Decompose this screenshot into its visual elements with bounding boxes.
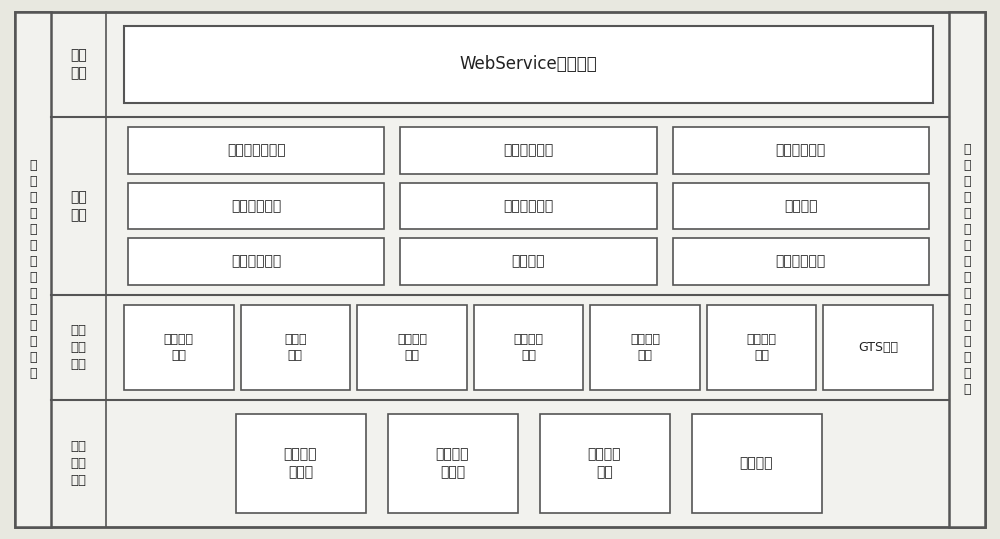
Text: 异常情况报警: 异常情况报警 xyxy=(231,199,281,213)
Text: 光
交
箱
哑
资
源
管
理
平
台
标
准
规
范
体
系: 光 交 箱 哑 资 源 管 理 平 台 标 准 规 范 体 系 xyxy=(963,143,971,396)
Text: 安全认证
服务: 安全认证 服务 xyxy=(397,333,427,362)
Text: 统一日志
服务: 统一日志 服务 xyxy=(514,333,544,362)
Text: 工作流
服务: 工作流 服务 xyxy=(284,333,307,362)
Text: 光
交
箱
哑
资
源
管
理
平
台
安
全
体
系: 光 交 箱 哑 资 源 管 理 平 台 安 全 体 系 xyxy=(29,159,37,380)
Text: 基础
服务
平台: 基础 服务 平台 xyxy=(70,324,87,371)
Text: 系统负载
均衡: 系统负载 均衡 xyxy=(588,447,621,479)
Text: 纤芯资源操作: 纤芯资源操作 xyxy=(231,254,281,268)
Bar xyxy=(400,238,657,285)
Text: 接入
设备: 接入 设备 xyxy=(70,49,87,80)
Bar xyxy=(400,127,657,174)
Bar xyxy=(241,305,350,390)
Bar xyxy=(692,414,822,513)
Bar xyxy=(124,26,933,103)
Bar xyxy=(540,414,670,513)
Bar xyxy=(357,305,467,390)
Text: GTS服务: GTS服务 xyxy=(858,341,898,354)
Text: 数据存储
和访问: 数据存储 和访问 xyxy=(284,447,317,479)
Text: 异常处理
服务: 异常处理 服务 xyxy=(747,333,777,362)
Text: 基础
管理
平台: 基础 管理 平台 xyxy=(70,440,87,487)
Text: 系统管理: 系统管理 xyxy=(512,254,545,268)
Bar xyxy=(388,414,518,513)
Bar xyxy=(823,305,933,390)
Bar xyxy=(400,183,657,229)
Bar xyxy=(128,238,384,285)
Text: 检修施工记录: 检修施工记录 xyxy=(503,199,554,213)
Bar xyxy=(673,238,929,285)
Bar xyxy=(128,127,384,174)
Text: 工单管理: 工单管理 xyxy=(784,199,818,213)
Bar xyxy=(590,305,700,390)
Text: 状态实时监控: 状态实时监控 xyxy=(776,143,826,157)
Text: 光交箱基本信息: 光交箱基本信息 xyxy=(227,143,285,157)
Text: 业务
模块: 业务 模块 xyxy=(70,190,87,222)
Bar xyxy=(236,414,366,513)
Text: WebService数据接口: WebService数据接口 xyxy=(460,56,597,73)
Bar xyxy=(474,305,583,390)
Bar xyxy=(128,183,384,229)
Text: 网络管理: 网络管理 xyxy=(740,457,773,471)
Bar xyxy=(124,305,234,390)
Text: 统一权限
服务: 统一权限 服务 xyxy=(164,333,194,362)
Text: 查询统计打印: 查询统计打印 xyxy=(776,254,826,268)
Text: 数据交换
服务: 数据交换 服务 xyxy=(630,333,660,362)
Bar xyxy=(15,12,51,527)
Bar xyxy=(673,127,929,174)
Text: 数据备份
和恢复: 数据备份 和恢复 xyxy=(436,447,469,479)
Bar xyxy=(673,183,929,229)
Text: 授权智能开锁: 授权智能开锁 xyxy=(503,143,554,157)
Bar xyxy=(707,305,816,390)
Bar xyxy=(949,12,985,527)
